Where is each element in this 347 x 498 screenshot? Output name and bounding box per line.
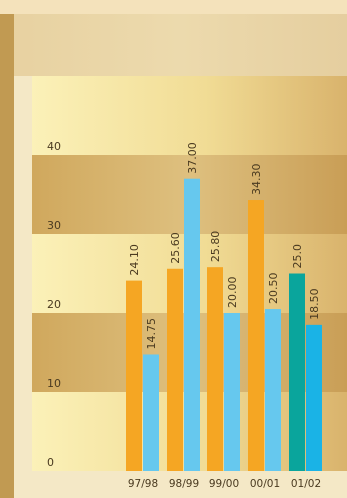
value-label: 25.0 <box>291 244 304 269</box>
value-label: 34.30 <box>250 164 263 196</box>
x-tick-label: 98/99 <box>169 478 199 490</box>
x-axis-labels: 97/98 98/99 99/00 00/01 01/02 <box>128 478 321 490</box>
y-axis-ticks: 0 10 20 30 40 <box>47 140 61 469</box>
x-tick-label: 00/01 <box>250 478 280 490</box>
top-strip <box>0 0 347 14</box>
band-light <box>32 76 347 155</box>
value-label: 20.00 <box>226 277 239 309</box>
value-label: 24.10 <box>128 244 141 276</box>
y-tick-label: 0 <box>47 456 54 469</box>
bar-99-00-series-1 <box>207 267 223 471</box>
x-tick-label: 97/98 <box>128 478 158 490</box>
y-tick-label: 10 <box>47 377 61 390</box>
y-tick-label: 30 <box>47 219 61 232</box>
bar-00-01-series-2 <box>265 309 281 471</box>
value-label: 37.00 <box>186 142 199 174</box>
value-label: 25.80 <box>209 231 222 263</box>
x-tick-label: 01/02 <box>291 478 321 490</box>
bar-01-02-series-1 <box>289 273 305 471</box>
bar-97-98-series-1 <box>126 280 142 471</box>
bar-98-99-series-2 <box>184 178 200 471</box>
value-label: 14.75 <box>145 318 158 350</box>
value-label: 18.50 <box>308 288 321 320</box>
bar-01-02-series-2 <box>306 324 322 471</box>
value-labels: 24.10 14.75 25.60 37.00 25.80 20.00 34.30 20.50… <box>128 142 321 349</box>
value-label: 20.50 <box>267 273 280 305</box>
bar-99-00-series-2 <box>224 313 240 471</box>
left-strip <box>0 14 14 498</box>
bars <box>126 178 322 471</box>
bar-00-01-series-1 <box>248 200 264 471</box>
y-tick-label: 20 <box>47 298 61 311</box>
y-tick-label: 40 <box>47 140 61 153</box>
band-top-region <box>14 14 347 76</box>
bar-97-98-series-2 <box>143 354 159 471</box>
x-tick-label: 99/00 <box>209 478 239 490</box>
value-label: 25.60 <box>169 232 182 264</box>
bar-98-99-series-1 <box>167 268 183 471</box>
